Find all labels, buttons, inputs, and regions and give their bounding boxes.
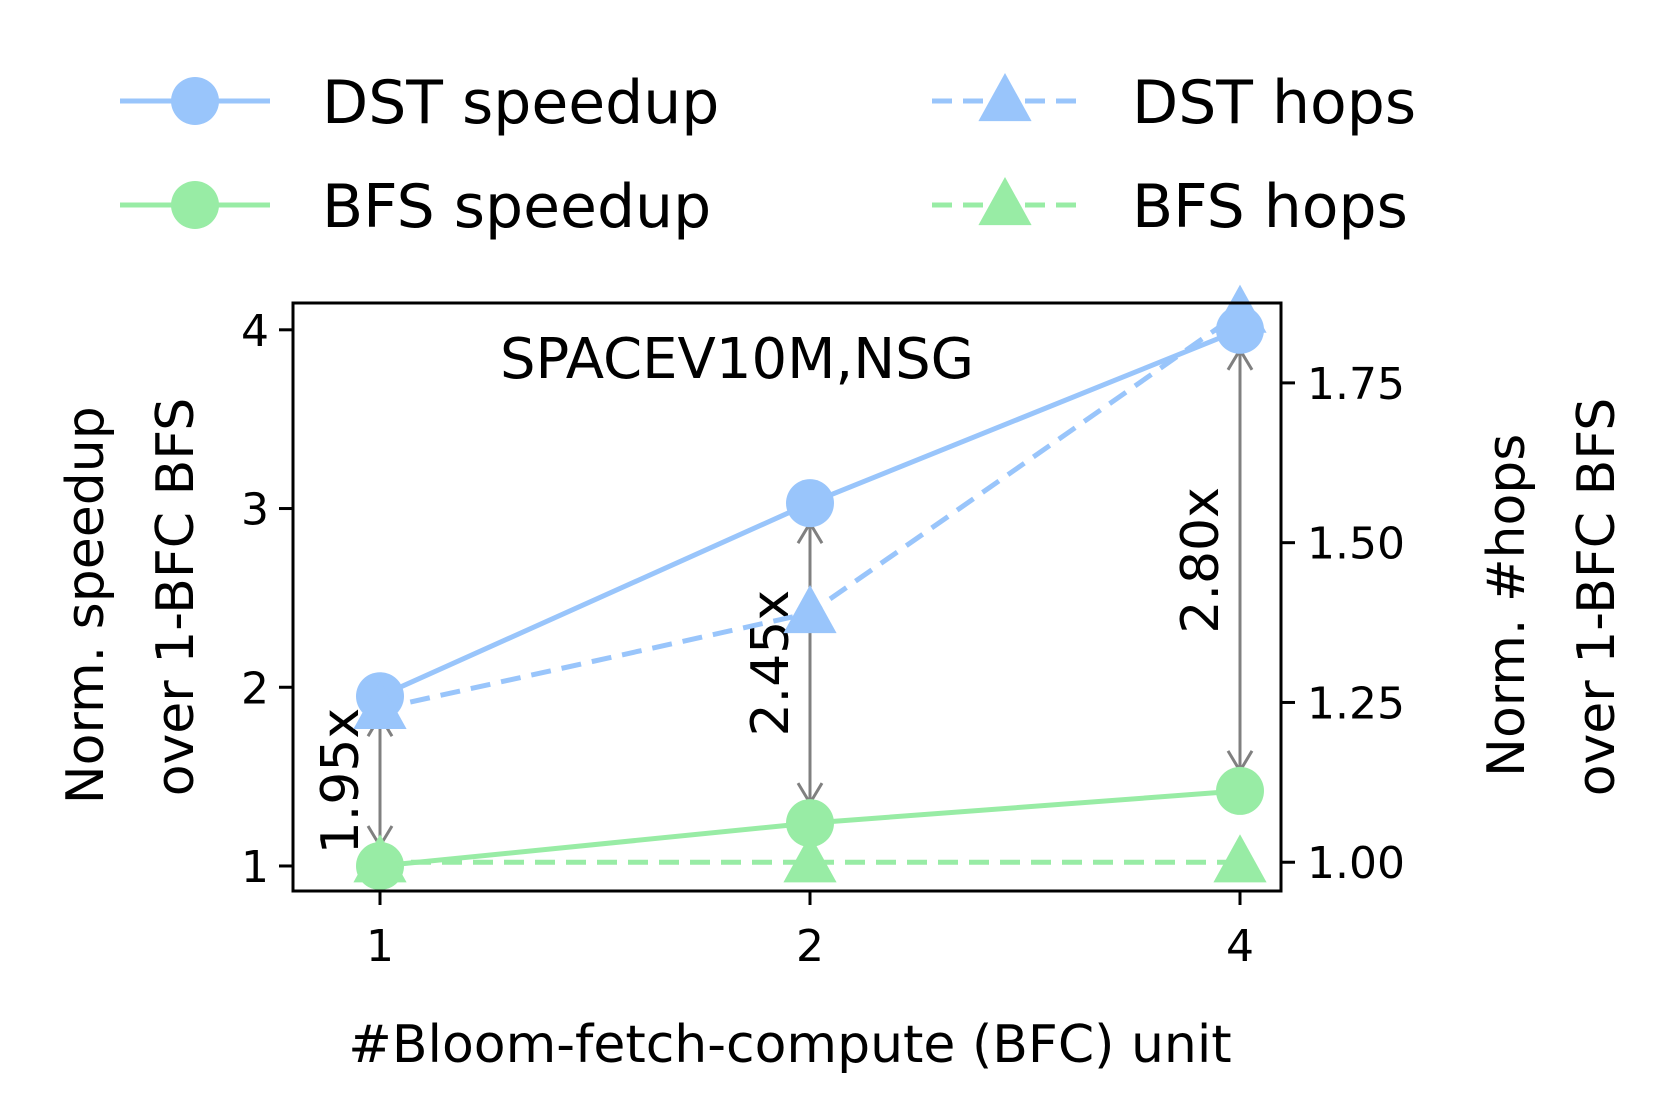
- legend-label: BFS speedup: [322, 172, 711, 242]
- annotation-2: 2.45x: [741, 520, 824, 807]
- y-left-label-line-1: Norm. speedup: [56, 406, 116, 804]
- x-tick-label-4: 4: [1226, 921, 1254, 972]
- y-axis-left-label: Norm. speedup over 1-BFC BFS: [56, 390, 206, 804]
- y-right-tick-label-1.25: 1.25: [1307, 678, 1405, 729]
- legend-marker: [978, 177, 1032, 226]
- legend-item-dst-hops: DST hops: [932, 68, 1416, 138]
- y-right-tick-label-1.75: 1.75: [1307, 359, 1405, 410]
- legend-label: BFS hops: [1132, 172, 1408, 242]
- legend-marker: [171, 77, 219, 125]
- x-tick-label-1: 1: [366, 921, 394, 972]
- y-right-tick-label-1.00: 1.00: [1307, 838, 1405, 889]
- x-axis-label: #Bloom-fetch-compute (BFC) unit: [348, 1015, 1231, 1075]
- annotation-4: 2.80x: [1171, 346, 1254, 774]
- annotations: 1.95x 2.45x 2.80x: [311, 346, 1254, 855]
- legend-marker: [978, 73, 1032, 122]
- x-tick-label-2: 2: [796, 921, 824, 972]
- y-right-tick-label-1.50: 1.50: [1307, 519, 1405, 570]
- point-dst-hops-4: [1213, 284, 1267, 333]
- annotation-label-1: 1.95x: [311, 708, 371, 855]
- point-bfs-hops-1: [353, 834, 407, 883]
- legend-item-bfs-speedup: BFS speedup: [120, 172, 711, 242]
- y-left-tick-label-3: 3: [241, 485, 269, 536]
- legend-item-bfs-hops: BFS hops: [932, 172, 1408, 242]
- legend-label: DST speedup: [322, 68, 719, 138]
- y-left-tick-label-4: 4: [241, 306, 269, 357]
- point-bfs-hops-4: [1213, 834, 1267, 883]
- y-left-tick-label-2: 2: [241, 663, 269, 714]
- panel-title: SPACEV10M,NSG: [500, 327, 974, 392]
- series-markers: [353, 284, 1267, 890]
- annotation-1: 1.95x: [311, 708, 394, 855]
- legend-item-dst-speedup: DST speedup: [120, 68, 719, 138]
- annotation-label-4: 2.80x: [1171, 487, 1231, 634]
- legend: DST speedup BFS speedup DST hops BFS hops: [120, 68, 1416, 242]
- point-dst-hops-1: [353, 680, 407, 730]
- legend-marker: [171, 181, 219, 229]
- point-bfs-speedup-4: [1216, 766, 1264, 815]
- y-left-label-line-2: over 1-BFC BFS: [146, 398, 206, 797]
- y-right-label-line-2: over 1-BFC BFS: [1567, 398, 1627, 797]
- y-right-label-line-1: Norm. #hops: [1477, 434, 1537, 777]
- point-dst-hops-2: [783, 584, 837, 634]
- legend-label: DST hops: [1132, 68, 1416, 138]
- point-bfs-speedup-2: [786, 799, 834, 848]
- point-dst-speedup-2: [786, 479, 834, 528]
- axes: 1 2 4 1 2 3 4 1.00 1.25 1.50 1.75: [241, 306, 1405, 972]
- series-layer: [353, 284, 1267, 890]
- plot-frame: [291, 301, 1283, 893]
- y-left-tick-label-1: 1: [241, 842, 269, 893]
- annotation-label-2: 2.45x: [741, 590, 801, 737]
- point-bfs-hops-2: [783, 834, 837, 883]
- y-axis-right-label: Norm. #hops over 1-BFC BFS: [1477, 398, 1627, 797]
